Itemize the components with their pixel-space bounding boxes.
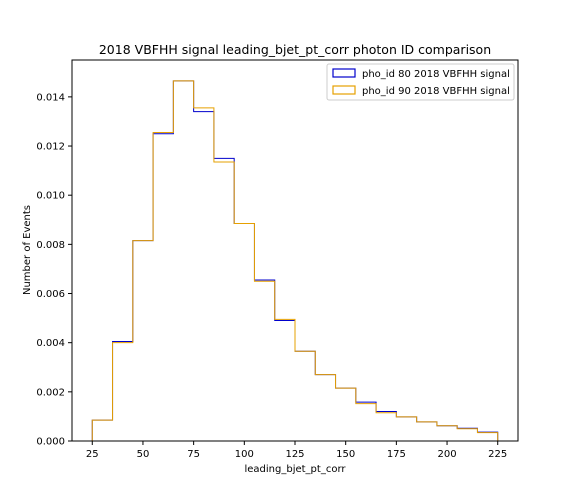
histogram-bin [457,428,477,441]
histogram-bin [254,281,274,441]
y-tick-label: 0.012 [36,142,65,153]
histogram-bin [133,241,153,441]
y-tick-label: 0.002 [36,387,65,398]
series-line-pho-id-90 [91,80,499,441]
y-tick-label: 0.004 [36,338,65,349]
histogram-bin [153,134,173,441]
histogram-bin [356,404,376,441]
histogram-bin [457,429,477,441]
histogram-bin [437,426,457,441]
x-axis-label: leading_bjet_pt_corr [244,464,346,475]
legend-swatch-pho-id-80 [332,68,356,78]
y-axis-label: Number of Events [22,205,33,295]
histogram-bin [396,417,416,441]
histogram-bin [234,223,254,441]
histogram-bin [214,162,234,441]
histogram-bin [336,388,356,441]
legend-frame [326,63,515,101]
histogram-bin [92,420,112,441]
histogram-bin [133,241,153,441]
histogram-bin [437,426,457,441]
x-tick-label: 200 [437,449,456,460]
y-tick-label: 0.000 [36,437,65,448]
x-tick-label: 100 [235,449,254,460]
histogram-bin [315,375,335,441]
y-tick-label: 0.008 [36,240,65,251]
plot-area [91,80,499,441]
histogram-bin [254,280,274,441]
legend: pho_id 80 2018 VBFHH signal pho_id 90 20… [326,63,515,101]
histogram-bin [417,422,437,441]
histogram-bin [477,432,497,441]
histogram-bin [113,341,133,441]
x-tick-label: 175 [387,449,406,460]
legend-label-pho-id-90: pho_id 90 2018 VBFHH signal [362,86,510,97]
histogram-bin [417,422,437,441]
histogram-bin [275,321,295,441]
histogram-bin [376,413,396,441]
histogram-bin [336,388,356,441]
x-tick-label: 75 [187,449,200,460]
histogram-bin [315,375,335,441]
histogram-bin [356,402,376,441]
y-tick-label: 0.006 [36,289,65,300]
legend-label-pho-id-80: pho_id 80 2018 VBFHH signal [362,69,510,80]
histogram-bin [173,81,193,441]
y-axis: 0.000 0.002 0.004 0.006 0.008 0.010 0.012 0.014 [36,92,72,448]
histogram-bin [396,417,416,441]
histogram-bin [234,223,254,441]
histogram-bin [194,112,214,441]
x-tick-label: 25 [86,449,99,460]
x-tick-label: 125 [285,449,304,460]
histogram-bin [173,81,193,441]
histogram-bin [153,133,173,441]
x-axis: 25 50 75 100 125 150 175 200 225 [86,441,507,460]
legend-swatch-pho-id-90 [332,85,356,95]
plot-frame [71,59,519,442]
histogram-bin [477,433,497,441]
histogram-bin [113,343,133,441]
chart-title: 2018 VBFHH signal leading_bjet_pt_corr p… [99,42,491,57]
histogram-bin [376,412,396,441]
histogram-bin [194,108,214,441]
y-tick-label: 0.010 [36,191,65,202]
histogram-bin [295,351,315,441]
x-tick-label: 150 [336,449,355,460]
y-tick-label: 0.014 [36,92,65,103]
histogram-bin [295,351,315,441]
x-tick-label: 225 [488,449,507,460]
histogram-bin [275,319,295,441]
x-tick-label: 50 [137,449,150,460]
histogram-bin [92,420,112,441]
histogram-bin [214,158,234,441]
